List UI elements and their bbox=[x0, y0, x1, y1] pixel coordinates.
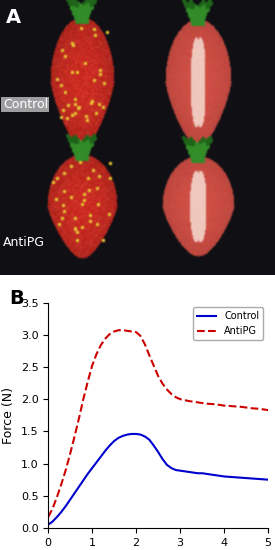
Text: AntiPG: AntiPG bbox=[3, 235, 45, 249]
Y-axis label: Force (N): Force (N) bbox=[2, 387, 15, 444]
Legend: Control, AntiPG: Control, AntiPG bbox=[193, 307, 263, 340]
Text: Control: Control bbox=[3, 98, 48, 111]
Text: A: A bbox=[6, 8, 21, 28]
Text: B: B bbox=[10, 289, 24, 308]
